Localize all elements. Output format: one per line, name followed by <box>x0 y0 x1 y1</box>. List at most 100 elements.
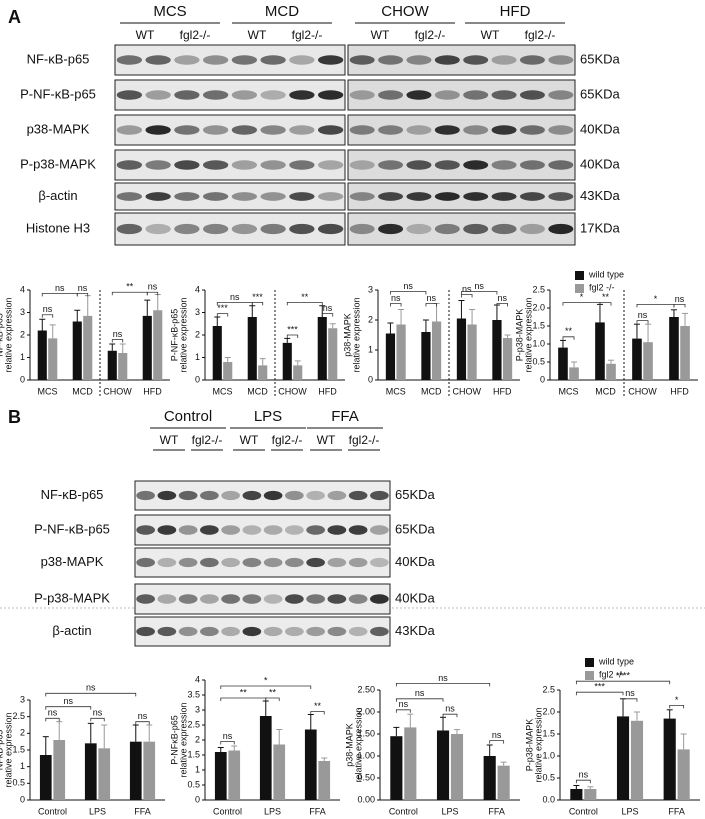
band <box>349 160 375 170</box>
band <box>463 55 489 65</box>
band <box>200 557 219 568</box>
x-tick-label: HFD <box>143 386 162 396</box>
significance-label: ns <box>474 281 484 291</box>
bar <box>431 321 442 380</box>
significance-bracket <box>251 301 264 306</box>
band <box>378 55 404 65</box>
significance-bracket <box>461 294 473 298</box>
band <box>136 626 155 637</box>
band <box>116 160 143 170</box>
group-label: Control <box>164 408 212 425</box>
band <box>519 223 545 235</box>
band <box>145 192 171 201</box>
panel-label: A <box>8 7 21 27</box>
y-tick-label: 0 <box>20 374 25 384</box>
bar <box>223 362 233 380</box>
group-label: MCS <box>153 3 186 20</box>
bar <box>396 324 406 380</box>
band <box>157 557 177 568</box>
x-tick-label: Control <box>389 806 418 816</box>
band <box>174 192 200 201</box>
lane-label: fgl2-/- <box>180 28 211 42</box>
significance-bracket <box>562 302 601 306</box>
significance-label: ** <box>126 282 134 292</box>
significance-label: ns <box>323 303 333 313</box>
significance-bracket <box>45 717 60 722</box>
significance-bracket <box>562 336 575 340</box>
band <box>174 125 200 135</box>
band <box>370 557 389 568</box>
y-tick-label: 1.5 <box>532 320 545 330</box>
band <box>263 594 283 604</box>
band <box>317 55 344 65</box>
band <box>116 90 143 100</box>
blot-box <box>134 547 391 578</box>
band <box>548 90 574 100</box>
band <box>349 125 375 135</box>
band <box>491 223 517 235</box>
significance-label: ns <box>48 708 58 718</box>
significance-bracket <box>111 339 124 343</box>
y-tick-label: 2 <box>20 728 25 738</box>
bar <box>328 328 338 380</box>
band <box>519 90 545 100</box>
band <box>349 55 375 65</box>
bar <box>436 730 450 800</box>
blot-box <box>134 583 391 615</box>
y-tick-label: 2.5 <box>542 684 555 694</box>
band <box>285 557 304 568</box>
significance-bracket <box>111 291 148 296</box>
significance-bracket <box>636 320 649 324</box>
size-label: 43KDa <box>395 623 436 638</box>
x-tick-label: CHOW <box>628 386 657 396</box>
significance-bracket <box>395 698 444 702</box>
significance-label: ns <box>445 704 455 714</box>
significance-label: ns <box>426 293 436 303</box>
significance-label: ns <box>579 770 589 780</box>
legend-label: fgl2 -/- <box>589 282 615 292</box>
y-tick-label: 1.00 <box>357 750 375 760</box>
protein-label: P-p38-MAPK <box>34 590 110 605</box>
bar <box>258 365 268 380</box>
y-tick-label: 0.5 <box>542 772 555 782</box>
bar <box>304 729 317 800</box>
significance-label: ns <box>492 730 502 740</box>
y-tick-label: 0.00 <box>357 794 375 804</box>
band <box>348 525 368 535</box>
band <box>145 223 171 235</box>
significance-label: *** <box>252 292 263 302</box>
legend-swatch <box>575 271 584 280</box>
band <box>178 525 198 535</box>
significance-label: ns <box>64 696 74 706</box>
y-tick-label: 1 <box>20 761 25 771</box>
y-axis-label: relative expression <box>353 707 363 782</box>
band <box>285 525 304 535</box>
significance-label: ns <box>86 683 96 693</box>
significance-bracket <box>636 304 675 308</box>
y-axis-label: relative expression <box>533 707 543 782</box>
band <box>378 192 404 201</box>
bar <box>247 317 257 380</box>
x-tick-label: FFA <box>488 806 505 816</box>
significance-label: ** <box>269 687 277 697</box>
significance-label: ** <box>240 687 248 697</box>
bar <box>570 789 583 800</box>
band <box>136 490 155 501</box>
band <box>406 223 432 235</box>
band <box>289 90 315 100</box>
band <box>116 223 143 235</box>
x-tick-label: FFA <box>134 806 151 816</box>
significance-label: ns <box>399 699 409 709</box>
blot-box <box>134 480 391 511</box>
band <box>221 626 240 637</box>
band <box>221 525 240 535</box>
band <box>317 223 344 235</box>
significance-bracket <box>45 692 137 697</box>
significance-bracket <box>135 721 150 725</box>
band <box>145 90 171 100</box>
band <box>327 525 347 535</box>
band <box>434 125 460 135</box>
band <box>348 557 368 568</box>
band <box>178 490 198 501</box>
y-axis-label: p38-MAPK <box>342 313 352 357</box>
